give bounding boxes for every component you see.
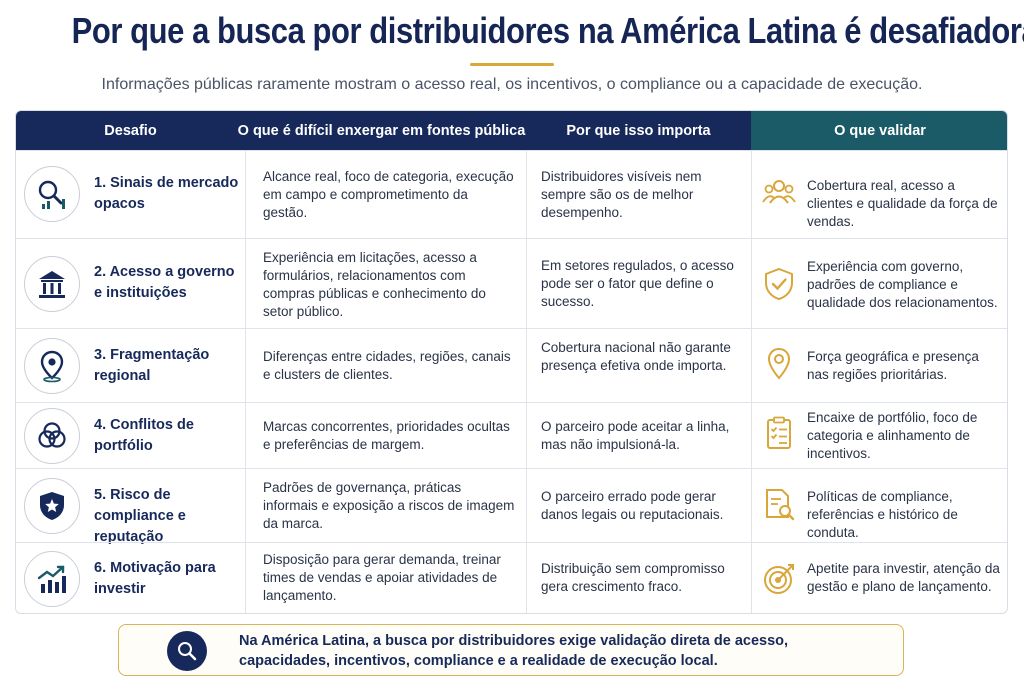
hard-to-see-text: Padrões de governança, práticas informai… [263, 480, 515, 531]
shield-star-icon [24, 478, 80, 534]
table-row: 3. Fragmentação regional Diferenças entr… [16, 328, 1007, 402]
growth-chart-icon [24, 551, 80, 607]
table-header: Desafio O que é difícil enxergar em font… [16, 111, 1007, 150]
table-row: 1. Sinais de mercado opacos Alcance real… [16, 150, 1007, 238]
header-what-to-validate: O que validar [751, 111, 1007, 150]
target-icon [761, 561, 797, 597]
checklist-icon [761, 415, 797, 451]
challenge-label: 1. Sinais de mercado opacos [94, 175, 239, 212]
page-subtitle: Informações públicas raramente mostram o… [101, 76, 923, 93]
challenge-label: 4. Conflitos de portfólio [94, 417, 194, 454]
document-search-icon [761, 487, 797, 523]
what-to-validate-text: Políticas de compliance, referências e h… [807, 489, 958, 540]
what-to-validate-text: Encaixe de portfólio, foco de categoria … [807, 410, 978, 461]
table-row: 6. Motivação para investir Disposição pa… [16, 542, 1007, 613]
why-it-matters-text: Em setores regulados, o acesso pode ser … [541, 258, 734, 309]
hard-to-see-text: Disposição para gerar demanda, treinar t… [263, 552, 501, 603]
table-row: 5. Risco de compliance e reputação Padrõ… [16, 468, 1007, 545]
summary-text: Na América Latina, a busca por distribui… [239, 633, 789, 669]
people-icon [761, 175, 797, 211]
challenge-label: 5. Risco de compliance e reputação [94, 487, 186, 545]
why-it-matters-text: Distribuidores visíveis nem sempre são o… [541, 169, 702, 220]
column-divider [526, 150, 527, 613]
header-challenge: Desafio [16, 111, 245, 150]
challenge-label: 3. Fragmentação regional [94, 347, 210, 384]
what-to-validate-text: Força geográfica e presença nas regiões … [807, 349, 979, 382]
header-hard-to-see: O que é difícil enxergar em fontes públi… [238, 111, 533, 150]
challenges-table: Desafio O que é difícil enxergar em font… [15, 110, 1008, 614]
why-it-matters-text: O parceiro errado pode gerar danos legai… [541, 489, 724, 522]
column-divider [245, 150, 246, 613]
summary-callout: Na América Latina, a busca por distribui… [118, 624, 904, 676]
table-row: 4. Conflitos de portfólio Marcas concorr… [16, 402, 1007, 468]
what-to-validate-text: Cobertura real, acesso a clientes e qual… [807, 178, 998, 229]
why-it-matters-text: O parceiro pode aceitar a linha, mas não… [541, 419, 730, 452]
why-it-matters-text: Distribuição sem compromisso gera cresci… [541, 561, 725, 594]
shield-check-icon [761, 266, 797, 302]
hard-to-see-text: Marcas concorrentes, prioridades ocultas… [263, 419, 510, 452]
hard-to-see-text: Experiência em licitações, acesso a form… [263, 250, 486, 319]
magnifier-icon [167, 631, 207, 671]
location-pin-icon [24, 338, 80, 394]
hard-to-see-text: Alcance real, foco de categoria, execuçã… [263, 169, 514, 220]
column-divider [751, 150, 752, 613]
market-search-icon [24, 166, 80, 222]
what-to-validate-text: Apetite para investir, atenção da gestão… [807, 561, 1000, 594]
page-title: Por que a busca por distribuidores na Am… [71, 10, 1024, 51]
why-it-matters-text: Cobertura nacional não garante presença … [541, 340, 731, 373]
table-row: 2. Acesso a governo e instituições Exper… [16, 238, 1007, 328]
challenge-label: 2. Acesso a governo e instituições [94, 264, 235, 301]
government-building-icon [24, 256, 80, 312]
overlapping-circles-icon [24, 408, 80, 464]
map-pin-icon [761, 346, 797, 382]
hard-to-see-text: Diferenças entre cidades, regiões, canai… [263, 349, 511, 382]
challenge-label: 6. Motivação para investir [94, 560, 216, 597]
header-why-it-matters: Por que isso importa [526, 111, 751, 150]
what-to-validate-text: Experiência com governo, padrões de comp… [807, 259, 998, 310]
title-underline [470, 63, 554, 66]
